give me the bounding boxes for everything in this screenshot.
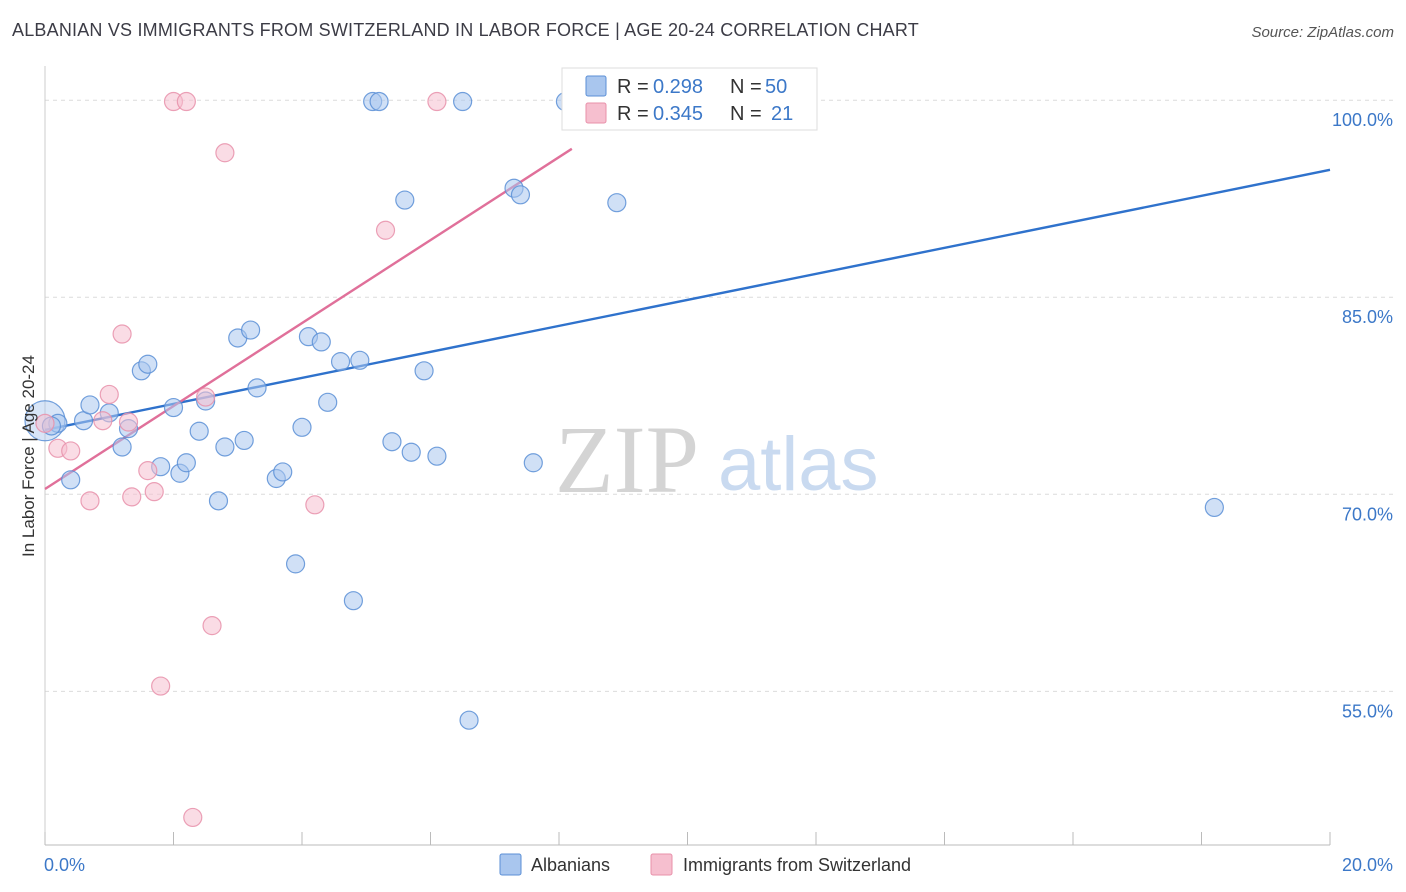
legend-label-swiss: Immigrants from Switzerland xyxy=(683,855,911,875)
trend-line-albanians xyxy=(44,168,1331,432)
point-albanians xyxy=(401,442,421,462)
point-albanians xyxy=(343,591,363,611)
y-axis-label: In Labor Force | Age 20-24 xyxy=(19,355,38,557)
watermark-zip: ZIP xyxy=(555,406,699,513)
point-swiss xyxy=(427,91,447,112)
point-swiss xyxy=(176,91,196,112)
stats-swatch-albanians xyxy=(585,75,607,97)
point-albanians xyxy=(330,352,351,372)
stats-r-albanians: 0.298 xyxy=(653,76,703,98)
point-swiss xyxy=(305,495,325,515)
point-swiss xyxy=(375,220,396,240)
watermark: ZIP atlas xyxy=(555,406,879,513)
point-albanians xyxy=(176,453,196,473)
point-swiss xyxy=(196,387,216,407)
point-albanians xyxy=(189,421,209,441)
legend: Albanians Immigrants from Switzerland xyxy=(499,853,911,876)
y-tick-label: 55.0% xyxy=(1342,701,1393,721)
x-tick-label-max: 20.0% xyxy=(1342,855,1393,875)
tick-labels: 100.0% 85.0% 70.0% 55.0% 0.0% 20.0% xyxy=(44,110,1393,875)
stats-n-label-1: N = xyxy=(730,76,762,98)
point-albanians xyxy=(163,397,184,418)
stats-box: R = 0.298 N = 50 R = 0.345 N = 21 xyxy=(561,67,818,131)
point-albanians xyxy=(112,437,132,457)
point-albanians xyxy=(80,395,100,415)
point-albanians xyxy=(138,354,158,374)
point-swiss xyxy=(122,487,142,507)
stats-r-swiss: 0.345 xyxy=(653,103,703,125)
y-tick-label: 70.0% xyxy=(1342,504,1393,524)
x-tick-label-min: 0.0% xyxy=(44,855,85,875)
watermark-atlas: atlas xyxy=(718,422,879,507)
point-swiss xyxy=(35,413,55,433)
stats-n-label-2: N = xyxy=(730,103,762,125)
point-albanians xyxy=(414,361,434,381)
point-swiss xyxy=(61,441,81,461)
point-albanians xyxy=(311,332,331,352)
point-swiss xyxy=(144,482,164,502)
stats-r-label-1: R = xyxy=(617,76,649,98)
point-albanians xyxy=(215,437,235,457)
point-swiss xyxy=(215,143,235,163)
y-tick-label: 100.0% xyxy=(1332,110,1393,130)
point-albanians xyxy=(350,350,370,370)
source-credit: Source: ZipAtlas.com xyxy=(1251,24,1394,41)
chart-title: ALBANIAN VS IMMIGRANTS FROM SWITZERLAND … xyxy=(12,20,919,40)
point-swiss xyxy=(202,616,222,636)
point-albanians xyxy=(241,320,261,340)
point-swiss xyxy=(112,324,132,344)
point-albanians xyxy=(318,392,338,412)
stats-r-label-2: R = xyxy=(617,103,649,125)
point-swiss xyxy=(118,412,139,432)
point-albanians xyxy=(234,430,254,451)
stats-swatch-swiss xyxy=(585,102,607,124)
point-albanians xyxy=(382,432,402,452)
axes xyxy=(44,66,1331,846)
stats-n-swiss: 21 xyxy=(771,103,793,125)
point-albanians xyxy=(61,470,81,490)
stats-n-albanians: 50 xyxy=(765,76,787,98)
point-swiss xyxy=(138,461,158,481)
point-albanians xyxy=(208,491,229,511)
y-tick-label: 85.0% xyxy=(1342,307,1393,327)
point-albanians xyxy=(247,378,267,398)
point-albanians xyxy=(285,554,306,574)
legend-swatch-albanians xyxy=(499,853,522,876)
point-albanians xyxy=(453,91,473,112)
point-albanians xyxy=(459,710,479,730)
point-albanians xyxy=(395,190,415,210)
legend-label-albanians: Albanians xyxy=(531,855,610,875)
point-swiss xyxy=(183,807,203,828)
point-albanians xyxy=(427,446,447,466)
point-albanians xyxy=(1204,497,1224,518)
point-albanians xyxy=(523,453,543,473)
point-albanians xyxy=(510,185,531,205)
point-albanians xyxy=(369,91,389,112)
legend-swatch-swiss xyxy=(650,853,673,876)
point-swiss xyxy=(151,676,171,696)
gridlines xyxy=(45,99,1395,692)
point-albanians xyxy=(273,462,293,482)
data-points xyxy=(24,91,1224,828)
point-albanians xyxy=(607,193,627,213)
point-swiss xyxy=(80,491,100,511)
point-swiss xyxy=(99,384,119,405)
point-swiss xyxy=(93,411,113,431)
point-albanians xyxy=(292,417,312,437)
